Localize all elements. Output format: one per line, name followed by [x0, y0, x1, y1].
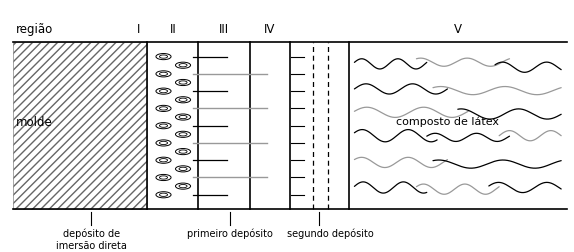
Text: segundo depósito: segundo depósito: [288, 228, 374, 238]
Circle shape: [179, 116, 187, 119]
Text: I: I: [137, 23, 140, 36]
Text: IV: IV: [264, 23, 276, 36]
Circle shape: [176, 97, 191, 103]
Text: III: III: [219, 23, 229, 36]
Text: depósito de
imersão direta: depósito de imersão direta: [56, 228, 127, 250]
Circle shape: [176, 63, 191, 69]
Circle shape: [160, 142, 168, 145]
Circle shape: [176, 149, 191, 155]
Circle shape: [156, 140, 171, 146]
Text: II: II: [169, 23, 176, 36]
Text: primeiro depósito: primeiro depósito: [187, 228, 273, 238]
Circle shape: [160, 90, 168, 93]
Circle shape: [179, 150, 187, 154]
Circle shape: [156, 158, 171, 164]
Circle shape: [160, 176, 168, 179]
Circle shape: [156, 123, 171, 129]
Circle shape: [179, 133, 187, 136]
Circle shape: [156, 175, 171, 181]
Text: composto de látex: composto de látex: [396, 116, 499, 127]
Circle shape: [179, 168, 187, 171]
Circle shape: [156, 54, 171, 60]
Circle shape: [160, 73, 168, 76]
Circle shape: [179, 64, 187, 68]
Circle shape: [156, 192, 171, 198]
Circle shape: [160, 193, 168, 197]
Circle shape: [156, 72, 171, 78]
Text: molde: molde: [15, 115, 52, 128]
Circle shape: [176, 80, 191, 86]
Circle shape: [160, 56, 168, 59]
Circle shape: [160, 107, 168, 111]
Circle shape: [179, 82, 187, 85]
Circle shape: [156, 89, 171, 95]
Circle shape: [176, 132, 191, 138]
Circle shape: [156, 106, 171, 112]
Bar: [13, 43, 147, 209]
Circle shape: [176, 183, 191, 190]
Text: região: região: [15, 23, 53, 36]
Circle shape: [176, 114, 191, 121]
Circle shape: [160, 159, 168, 162]
Circle shape: [176, 166, 191, 172]
Circle shape: [179, 185, 187, 188]
Circle shape: [160, 124, 168, 128]
Text: V: V: [454, 23, 462, 36]
Circle shape: [179, 99, 187, 102]
